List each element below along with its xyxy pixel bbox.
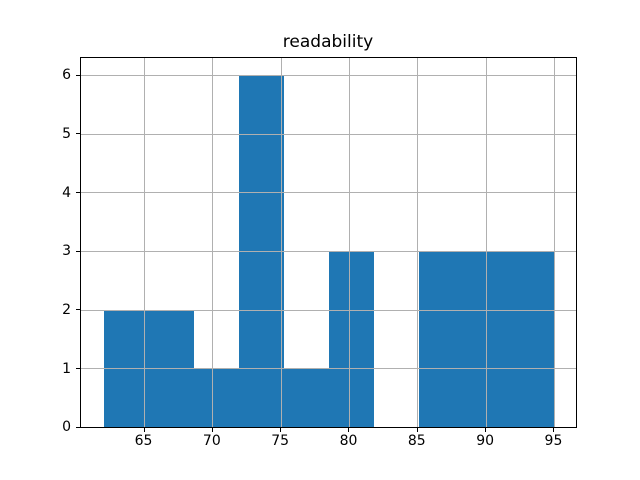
x-tick-90	[485, 427, 487, 432]
gridline-x-65	[144, 58, 146, 427]
y-tick-6	[76, 74, 80, 76]
chart-title: readability	[282, 32, 374, 52]
x-tick-70	[211, 427, 213, 432]
histogram-bar-71.9-75.2	[238, 75, 284, 427]
y-tick-label-5: 5	[62, 125, 71, 142]
x-tick-80	[348, 427, 350, 432]
y-tick-label-0: 0	[62, 419, 71, 436]
y-tick-2	[76, 309, 80, 311]
y-tick-3	[76, 250, 80, 252]
gridline-x-95	[553, 58, 555, 427]
y-tick-label-4: 4	[62, 184, 71, 201]
histogram-bar-75.2-78.5	[283, 368, 329, 427]
x-tick-label-90: 90	[476, 433, 495, 449]
x-tick-65	[143, 427, 145, 432]
gridline-y-5	[81, 133, 576, 135]
histogram-bar-78.5-81.8	[329, 251, 375, 427]
gridline-y-4	[81, 192, 576, 194]
y-tick-label-2: 2	[62, 301, 71, 318]
y-tick-1	[76, 368, 80, 370]
gridline-x-70	[212, 58, 214, 427]
gridline-y-2	[81, 309, 576, 311]
histogram-bar-68.6-71.9	[193, 368, 239, 427]
x-tick-75	[280, 427, 282, 432]
gridline-x-85	[417, 58, 419, 427]
y-tick-label-6: 6	[62, 67, 71, 84]
y-tick-5	[76, 133, 80, 135]
histogram-bar-62-65.3	[103, 309, 149, 427]
x-tick-label-85: 85	[407, 433, 426, 449]
gridline-y-6	[81, 75, 576, 77]
x-tick-label-80: 80	[339, 433, 358, 449]
histogram-bar-88.4-91.7	[464, 251, 510, 427]
gridline-x-75	[280, 58, 282, 427]
gridline-x-80	[348, 58, 350, 427]
y-tick-label-1: 1	[62, 360, 71, 377]
x-tick-label-70: 70	[202, 433, 221, 449]
y-tick-4	[76, 192, 80, 194]
histogram-bar-91.7-95	[509, 251, 555, 427]
x-tick-label-65: 65	[134, 433, 153, 449]
x-tick-95	[553, 427, 555, 432]
gridline-x-90	[485, 58, 487, 427]
x-tick-label-75: 75	[271, 433, 290, 449]
x-tick-85	[416, 427, 418, 432]
y-tick-label-3: 3	[62, 243, 71, 260]
y-tick-0	[76, 426, 80, 428]
plot-area	[80, 57, 577, 428]
gridline-y-1	[81, 368, 576, 370]
histogram-bar-65.3-68.6	[148, 309, 194, 427]
histogram-bar-85.1-88.4	[419, 251, 465, 427]
gridline-y-3	[81, 251, 576, 253]
x-tick-label-95: 95	[544, 433, 563, 449]
